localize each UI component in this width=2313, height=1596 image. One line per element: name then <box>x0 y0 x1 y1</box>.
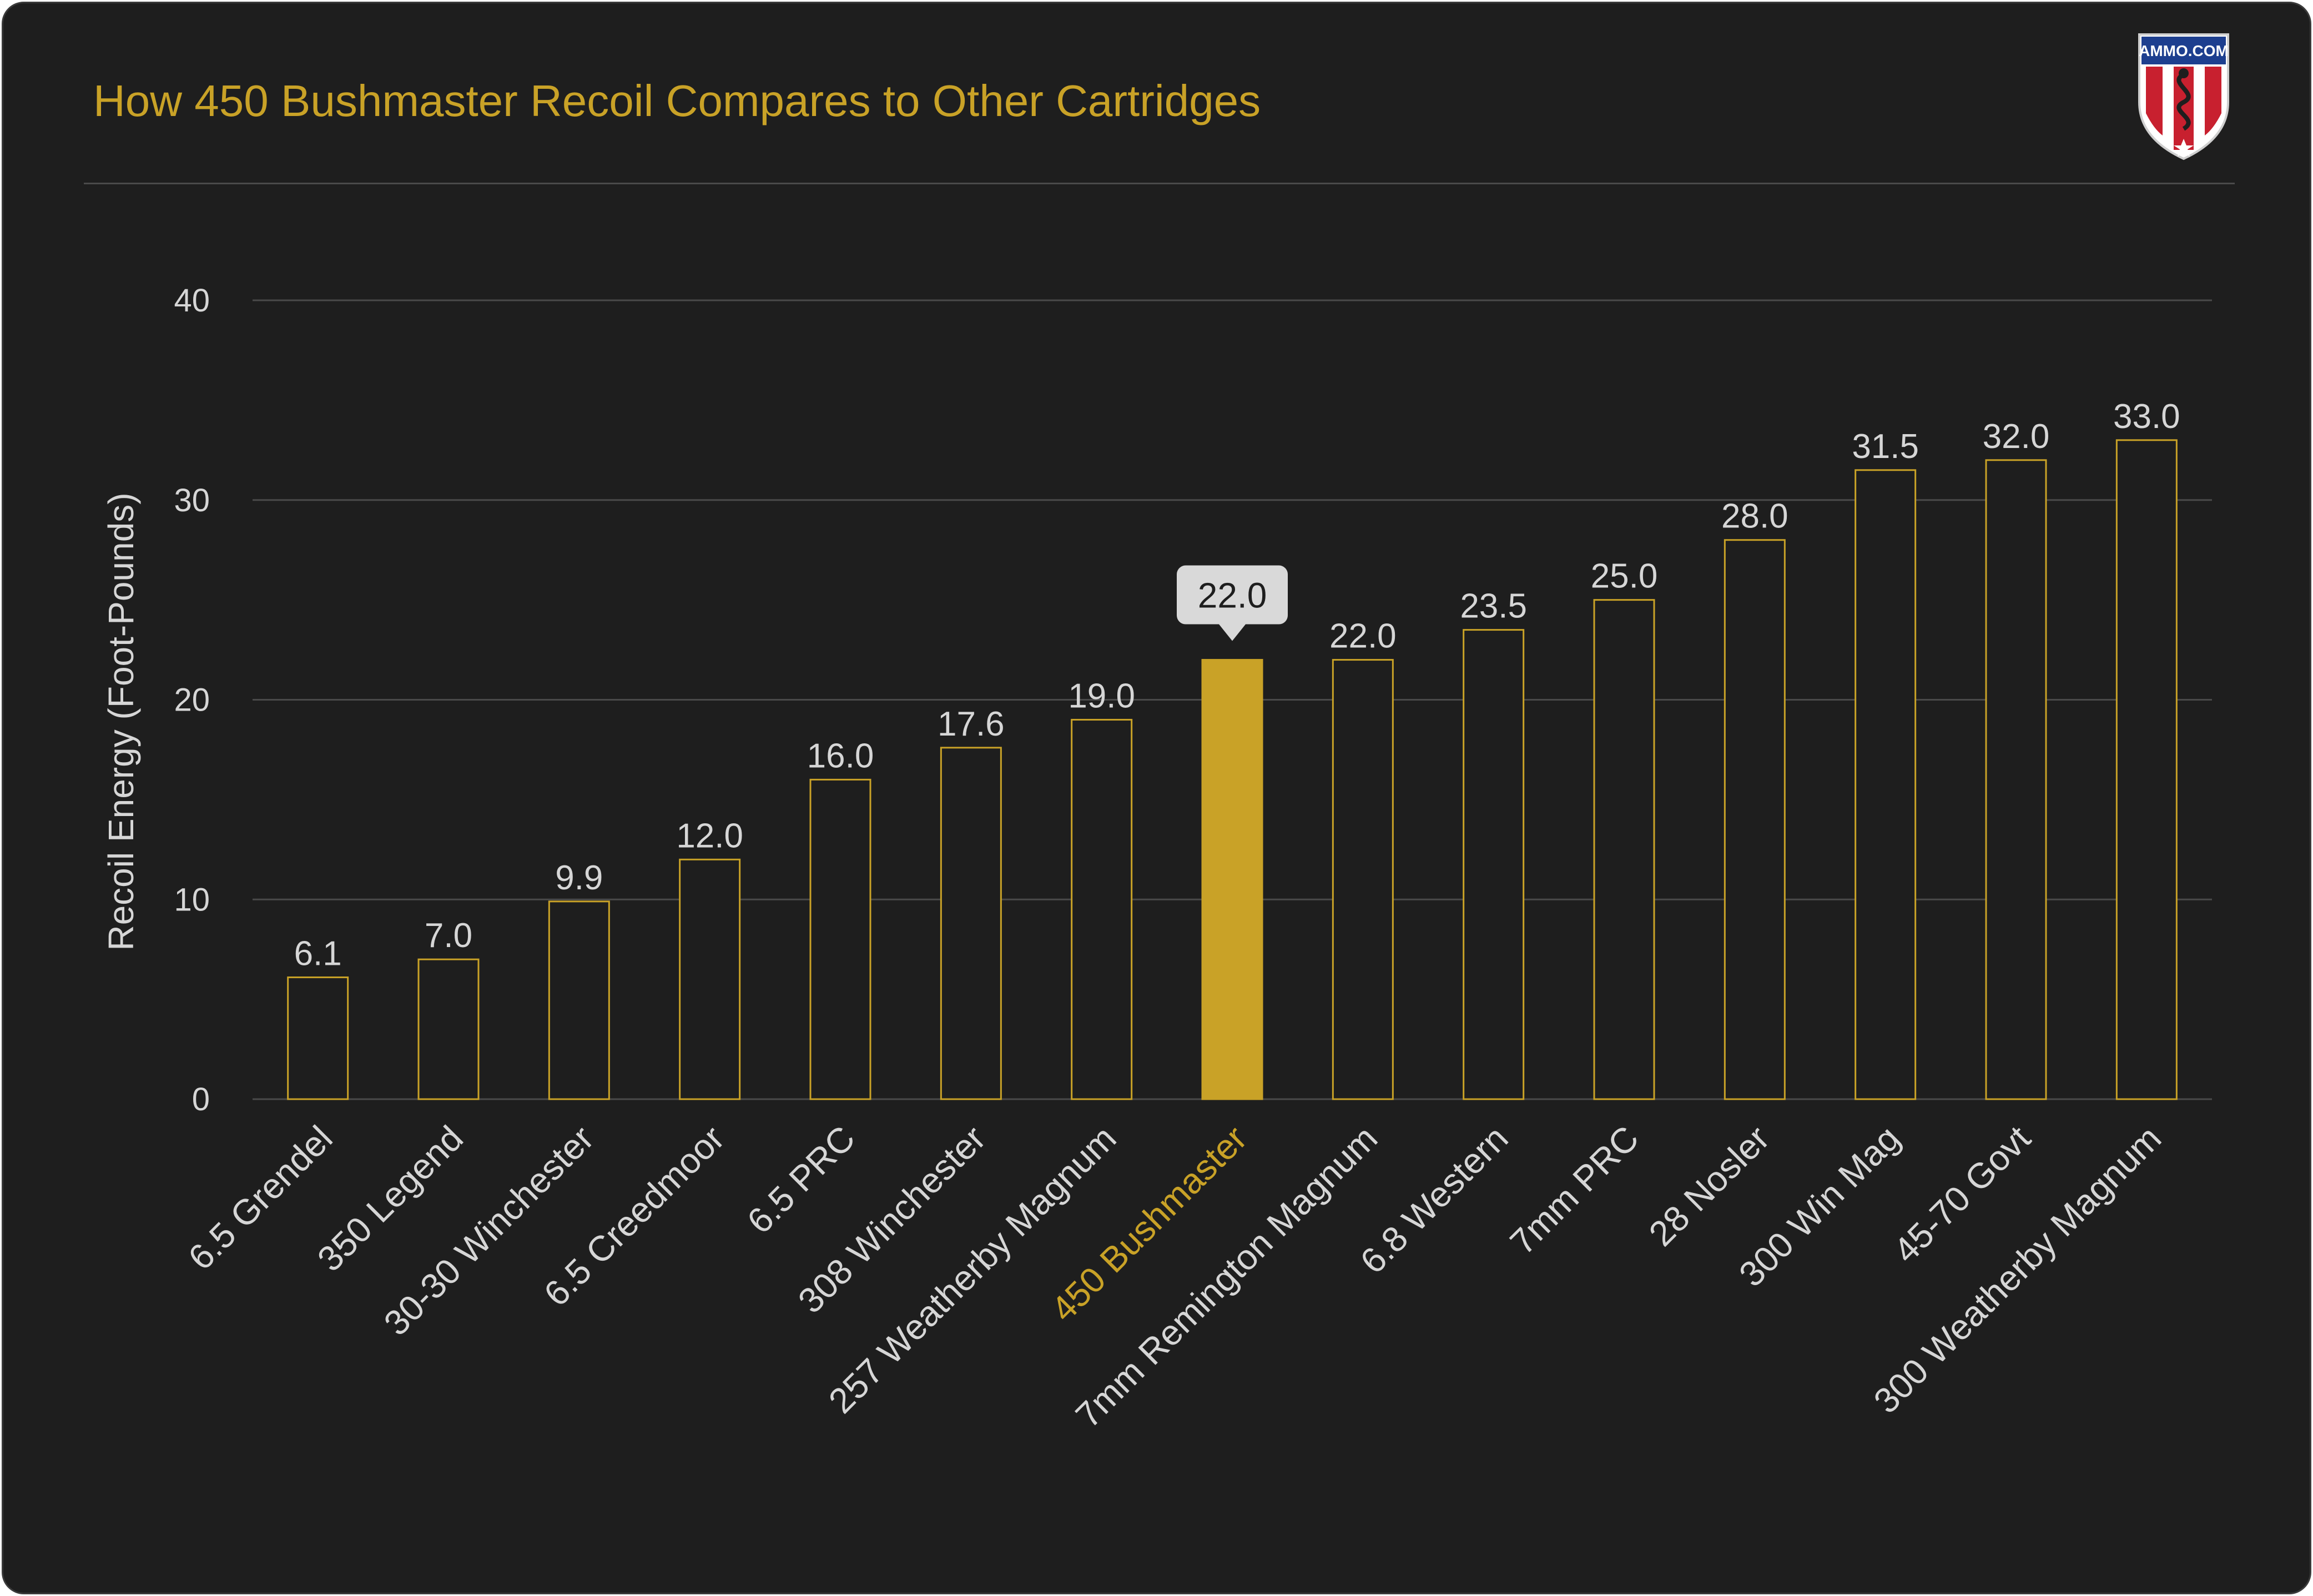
title-divider <box>84 183 2235 184</box>
y-tick-label: 40 <box>174 283 210 319</box>
y-tick-label: 20 <box>174 682 210 718</box>
logo-text: AMMO.COM <box>2139 42 2229 59</box>
value-label: 31.5 <box>1852 427 1919 466</box>
bar[interactable] <box>417 958 480 1100</box>
tooltip-pointer <box>1219 624 1246 641</box>
bar[interactable] <box>2115 439 2178 1100</box>
y-tick-label: 10 <box>174 882 210 918</box>
bar[interactable] <box>809 778 871 1100</box>
bar[interactable] <box>940 747 1002 1100</box>
bar-layer <box>287 439 2178 1100</box>
value-label: 7.0 <box>425 917 472 955</box>
x-tick-label: 6.5 PRC <box>739 1118 863 1241</box>
value-label: 22.0 <box>1329 617 1397 656</box>
bar[interactable] <box>1201 659 1263 1100</box>
value-label: 17.6 <box>938 705 1005 743</box>
value-label: 19.0 <box>1068 677 1135 715</box>
tooltip-value: 22.0 <box>1198 576 1267 616</box>
bar[interactable] <box>1463 629 1525 1100</box>
y-axis-title: Recoil Energy (Foot-Pounds) <box>101 492 141 950</box>
bar[interactable] <box>1724 539 1786 1100</box>
value-label: 23.5 <box>1460 587 1527 626</box>
value-label: 25.0 <box>1591 557 1658 596</box>
y-tick-label: 0 <box>192 1081 210 1117</box>
tooltip-box <box>1177 565 1288 625</box>
x-tick-label: 28 Nosler <box>1641 1118 1777 1254</box>
value-label: 33.0 <box>2113 397 2180 436</box>
ammo-logo: AMMO.COM <box>2138 33 2229 160</box>
value-label: 12.0 <box>676 817 743 855</box>
value-label: 32.0 <box>1983 417 2050 456</box>
bar[interactable] <box>1985 459 2047 1100</box>
value-label: 9.9 <box>555 859 603 897</box>
bar[interactable] <box>1332 659 1394 1100</box>
y-tick-label: 30 <box>174 482 210 518</box>
bar[interactable] <box>1593 599 1655 1100</box>
value-label: 16.0 <box>807 737 874 775</box>
bar[interactable] <box>287 976 349 1100</box>
bar[interactable] <box>1071 718 1133 1100</box>
bar[interactable] <box>679 858 741 1100</box>
value-label: 6.1 <box>294 935 342 973</box>
chart-title: How 450 Bushmaster Recoil Compares to Ot… <box>93 76 1261 125</box>
x-tick-label: 7mm PRC <box>1502 1118 1646 1262</box>
bar[interactable] <box>1855 469 1917 1100</box>
bar[interactable] <box>548 900 610 1100</box>
value-label: 28.0 <box>1721 497 1788 536</box>
